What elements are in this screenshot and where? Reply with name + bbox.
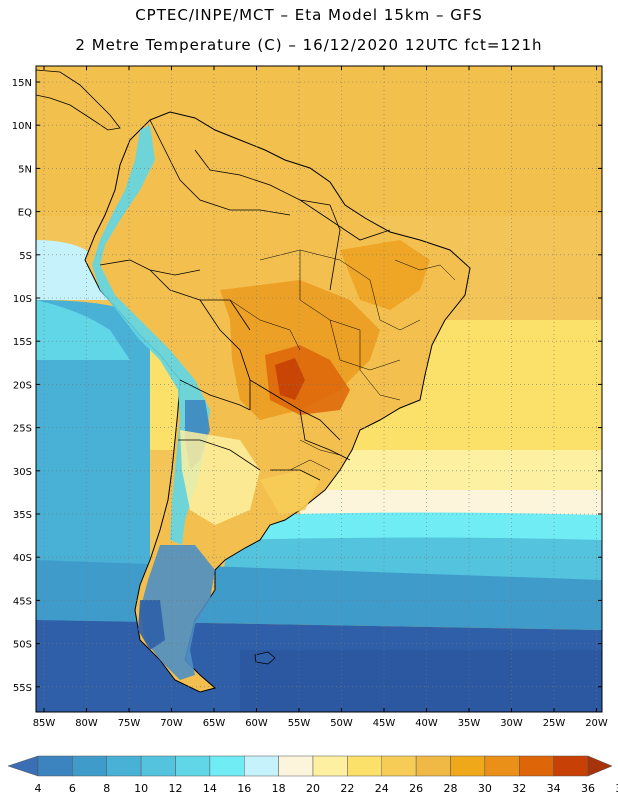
map-frame	[35, 65, 603, 713]
lon-tick-label: 25W	[543, 718, 566, 729]
colorbar-swatch	[37, 755, 73, 777]
lon-tick-label: 50W	[330, 718, 353, 729]
colorbar-swatch	[347, 755, 382, 777]
colorbar-swatch	[484, 755, 520, 777]
colorbar-swatch	[553, 755, 589, 777]
lon-tick-label: 65W	[203, 718, 226, 729]
lat-tick-label: 45S	[13, 596, 32, 607]
longitude-ticks: 85W 80W 75W 70W 65W 60W 55W 50W 45W 40W 35W 30W 25W 2…	[33, 66, 608, 729]
colorbar-label: 26	[409, 782, 423, 795]
colorbar: 4 6 8 10 12 14 16 18 20 22 24 26 28 30 32 34 36 38	[7, 755, 618, 795]
colorbar-label: 6	[69, 782, 76, 795]
lat-tick-label: 25S	[13, 424, 32, 435]
central-america	[36, 69, 121, 131]
colorbar-label: 28	[444, 782, 458, 795]
colorbar-swatch	[278, 755, 314, 777]
lat-tick-label: 50S	[13, 640, 32, 651]
lat-tick-label: 5S	[19, 251, 32, 262]
lon-tick-label: 85W	[33, 718, 56, 729]
colorbar-label: 14	[203, 782, 217, 795]
colorbar-label: 34	[547, 782, 561, 795]
atlantic-band-18	[250, 512, 602, 545]
country-borders	[99, 119, 391, 481]
colorbar-label: 16	[237, 782, 251, 795]
colorbar-swatch	[450, 755, 486, 777]
lon-tick-label: 35W	[458, 718, 481, 729]
atlantic-band-22	[300, 490, 602, 515]
mild-south	[180, 430, 260, 525]
colorbar-swatch	[209, 755, 245, 777]
lon-tick-label: 80W	[75, 718, 98, 729]
atlantic-band-24	[300, 450, 602, 490]
lat-tick-label: 15S	[13, 337, 32, 348]
colorbar-swatch-high-arrow	[587, 755, 613, 777]
southern-cold-band-2	[240, 650, 602, 712]
lat-tick-label: 30S	[13, 467, 32, 478]
colorbar-swatch	[106, 755, 142, 777]
lon-tick-label: 30W	[500, 718, 523, 729]
colorbar-label: 38	[615, 782, 618, 795]
patagonia-cold	[140, 545, 215, 680]
colorbar-swatch	[415, 755, 451, 777]
lat-tick-label: 10S	[13, 294, 32, 305]
latitude-ticks: 15N 10N 5N EQ 5S 10S 15S 20S 25S 30S 35S 40S 45S 50S 5…	[12, 78, 602, 694]
lat-tick-label: 20S	[13, 380, 32, 391]
lat-tick-label: EQ	[18, 208, 32, 219]
lon-tick-label: 70W	[160, 718, 183, 729]
hot-region-ne	[340, 240, 430, 310]
hot-region-36	[275, 358, 305, 400]
colorbar-swatch	[175, 755, 211, 777]
chart-title: CPTEC/INPE/MCT – Eta Model 15km – GFS	[135, 6, 483, 24]
colorbar-swatch-low-arrow	[7, 755, 39, 777]
colorbar-label: 18	[272, 782, 286, 795]
colorbar-swatch	[72, 755, 107, 777]
lon-tick-label: 75W	[118, 718, 141, 729]
lat-tick-label: 15N	[12, 78, 32, 89]
chart-subtitle: 2 Metre Temperature (C) – 16/12/2020 12U…	[75, 36, 543, 54]
colorbar-label: 30	[478, 782, 492, 795]
colorbar-swatch	[312, 755, 348, 777]
lon-tick-label: 55W	[288, 718, 311, 729]
colorbar-swatch	[140, 755, 176, 777]
colorbar-label: 10	[134, 782, 148, 795]
lon-tick-label: 60W	[245, 718, 268, 729]
lon-tick-label: 45W	[373, 718, 396, 729]
lon-tick-label: 40W	[415, 718, 438, 729]
colorbar-swatch	[381, 755, 417, 777]
colorbar-label: 24	[375, 782, 389, 795]
falkland-islands	[254, 651, 276, 665]
colorbar-label: 20	[306, 782, 320, 795]
colorbar-label: 4	[35, 782, 42, 795]
uruguay-warm	[260, 470, 320, 515]
lat-tick-label: 40S	[13, 553, 32, 564]
lat-tick-label: 55S	[13, 683, 32, 694]
lat-tick-label: 10N	[12, 121, 32, 132]
pacific-cool-band-2	[36, 300, 130, 360]
lat-tick-label: 35S	[13, 510, 32, 521]
lat-tick-label: 5N	[18, 164, 32, 175]
colorbar-label: 8	[103, 782, 110, 795]
colorbar-label: 32	[512, 782, 526, 795]
patagonia-coldest	[138, 600, 165, 650]
lon-tick-label: 20W	[585, 718, 608, 729]
colorbar-swatch	[519, 755, 554, 777]
colorbar-label: 22	[340, 782, 354, 795]
temperature-field	[36, 66, 602, 712]
colorbar-label: 12	[169, 782, 183, 795]
colorbar-label: 36	[581, 782, 595, 795]
colorbar-swatch	[244, 755, 279, 777]
